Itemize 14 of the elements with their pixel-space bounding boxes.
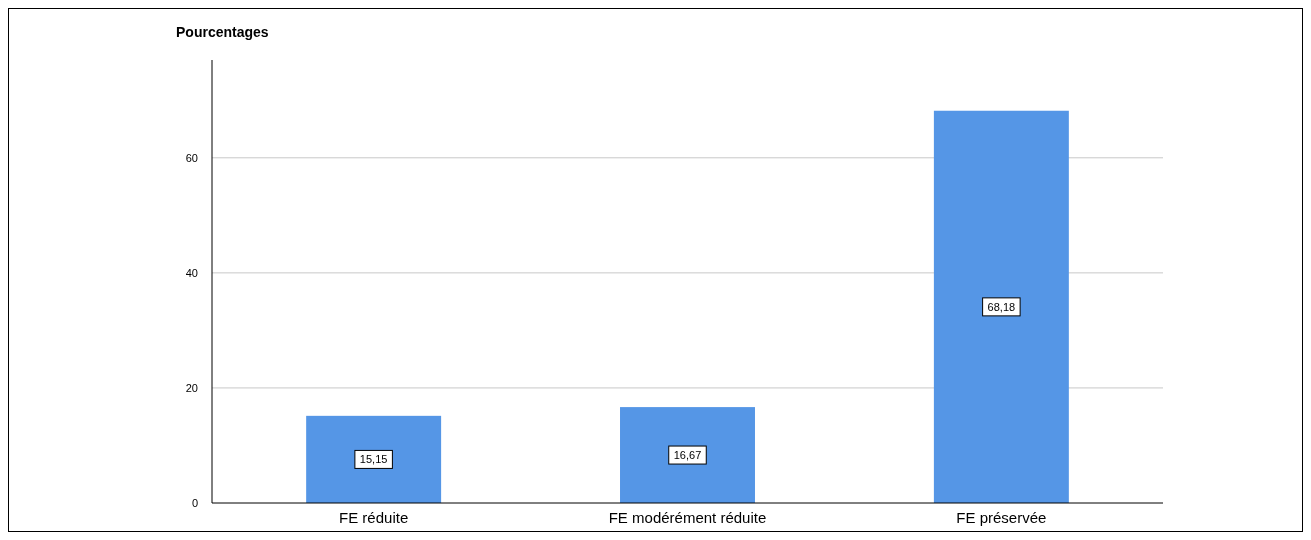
x-tick-label: FE préservée bbox=[956, 509, 1047, 526]
data-label: 15,15 bbox=[359, 453, 388, 466]
y-tick-label: 40 bbox=[185, 266, 198, 279]
y-axis-title: Pourcentages bbox=[176, 24, 269, 40]
y-tick-label: 60 bbox=[185, 151, 198, 164]
bar bbox=[933, 110, 1069, 503]
data-label: 16,67 bbox=[673, 449, 702, 462]
x-tick-label: FE réduite bbox=[339, 509, 409, 526]
bar bbox=[306, 415, 442, 503]
bar bbox=[620, 407, 755, 503]
y-tick-label: 0 bbox=[191, 497, 198, 509]
x-tick-label: FE modérément réduite bbox=[608, 509, 767, 526]
data-label: 68,18 bbox=[987, 300, 1016, 313]
y-tick-label: 20 bbox=[185, 381, 198, 394]
